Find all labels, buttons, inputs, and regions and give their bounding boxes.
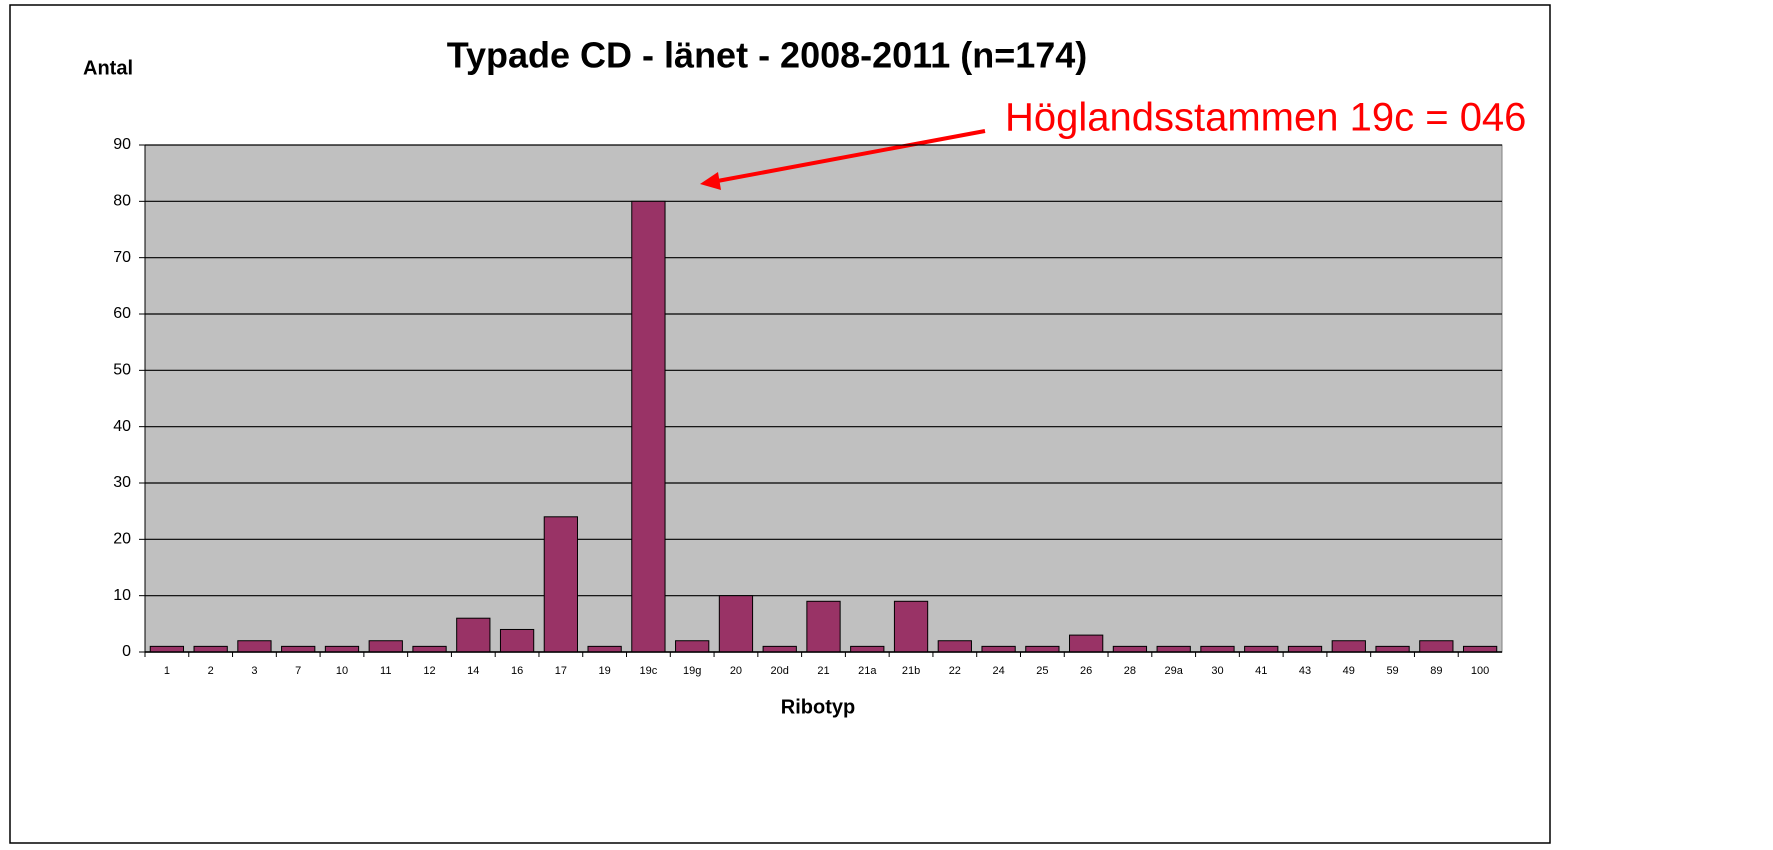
bar: [237, 640, 272, 653]
bar: [718, 595, 754, 653]
bar: [368, 640, 403, 653]
bar: [324, 645, 360, 653]
x-tick-label: 100: [1471, 665, 1489, 677]
bar: [149, 645, 185, 653]
bar: [281, 645, 316, 653]
annotation-arrowhead: [700, 172, 721, 190]
x-tick-label: 89: [1430, 665, 1442, 677]
bar: [762, 645, 797, 653]
x-tick-label: 59: [1386, 665, 1398, 677]
bar: [1287, 645, 1323, 653]
y-tick-label: 50: [113, 362, 131, 379]
x-axis-label: Ribotyp: [781, 696, 855, 718]
x-tick-label: 41: [1255, 665, 1267, 677]
bar: [499, 628, 535, 653]
x-tick-label: 28: [1124, 665, 1136, 677]
x-tick-label: 26: [1080, 665, 1092, 677]
bar: [893, 600, 929, 653]
x-tick-label: 17: [555, 665, 567, 677]
y-tick-label: 10: [113, 587, 131, 604]
bar: [631, 200, 666, 653]
y-tick-label: 60: [113, 305, 131, 322]
x-tick-label: 14: [467, 665, 479, 677]
bar: [1419, 640, 1454, 653]
x-tick-label: 1: [164, 665, 170, 677]
x-tick-label: 12: [423, 665, 435, 677]
x-tick-label: 2: [208, 665, 214, 677]
x-tick-label: 19: [599, 665, 611, 677]
bar: [543, 516, 578, 653]
x-tick-label: 16: [511, 665, 523, 677]
bar: [1025, 645, 1060, 653]
x-tick-label: 11: [380, 665, 391, 677]
x-tick-label: 21b: [902, 665, 920, 677]
y-tick-label: 70: [113, 249, 131, 266]
y-tick-label: 80: [113, 193, 131, 210]
bar: [193, 645, 228, 653]
y-tick-label: 30: [113, 474, 131, 491]
bar: [1462, 645, 1498, 653]
plot-area: [144, 144, 1503, 653]
y-tick-label: 40: [113, 418, 131, 435]
x-tick-label: 19c: [640, 665, 658, 677]
bar: [1112, 645, 1148, 653]
bar: [587, 645, 622, 653]
bar: [981, 645, 1016, 653]
x-tick-label: 29a: [1165, 665, 1184, 677]
bar: [675, 640, 710, 653]
x-tick-label: 19g: [683, 665, 701, 677]
bar: [1200, 645, 1235, 653]
x-tick-label: 49: [1343, 665, 1355, 677]
bar: [1156, 645, 1191, 653]
y-tick-label: 20: [113, 531, 131, 548]
bar: [1069, 634, 1104, 653]
x-tick-label: 24: [992, 665, 1004, 677]
x-tick-label: 21a: [858, 665, 877, 677]
x-tick-label: 25: [1036, 665, 1048, 677]
bar: [1331, 640, 1366, 653]
bar: [1375, 645, 1410, 653]
annotation: Höglandsstammen 19c = 046: [1005, 96, 1526, 140]
x-tick-label: 20d: [771, 665, 789, 677]
y-tick-label: 90: [113, 136, 131, 153]
x-tick-label: 22: [949, 665, 961, 677]
y-tick-label: 0: [122, 643, 131, 660]
x-tick-label: 43: [1299, 665, 1311, 677]
chart-title: Typade CD - länet - 2008-2011 (n=174): [447, 35, 1088, 76]
x-tick-label: 7: [295, 665, 301, 677]
y-axis-label: Antal: [83, 57, 133, 79]
bar: [1244, 645, 1279, 653]
bar: [937, 640, 972, 653]
bar: [850, 645, 885, 653]
bar: [456, 617, 491, 653]
x-tick-label: 20: [730, 665, 742, 677]
bar: [806, 600, 841, 653]
bar: [412, 645, 447, 653]
x-tick-label: 21: [817, 665, 829, 677]
x-tick-label: 3: [251, 665, 257, 677]
annotation-arrow: [711, 129, 986, 184]
x-tick-label: 30: [1211, 665, 1223, 677]
x-tick-label: 10: [336, 665, 348, 677]
